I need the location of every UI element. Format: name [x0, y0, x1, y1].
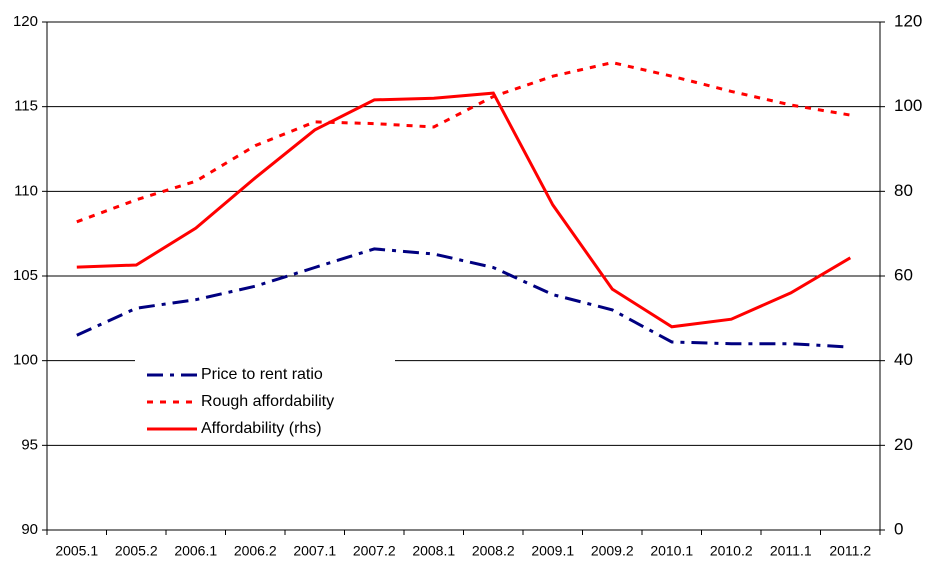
y2-tick-label: 100: [894, 96, 922, 115]
y-tick-label: 115: [14, 98, 38, 115]
y-tick-label: 95: [21, 436, 38, 453]
x-tick-label: 2011.2: [829, 543, 871, 559]
legend-label: Rough affordability: [201, 393, 334, 410]
x-tick-label: 2009.2: [591, 543, 634, 559]
y2-tick-label: 80: [894, 181, 913, 200]
y2-tick-label: 120: [894, 11, 922, 30]
y2-tick-label: 0: [894, 519, 903, 538]
x-tick-label: 2010.2: [710, 543, 753, 559]
x-tick-label: 2011.1: [770, 543, 812, 559]
y-tick-label: 120: [13, 13, 38, 30]
x-tick-label: 2009.1: [531, 543, 574, 559]
x-tick-label: 2008.2: [472, 543, 515, 559]
legend-label: Affordability (rhs): [201, 420, 322, 437]
x-tick-label: 2007.2: [353, 543, 396, 559]
x-tick-label: 2005.2: [115, 543, 158, 559]
x-tick-label: 2006.2: [234, 543, 277, 559]
y2-tick-label: 20: [894, 435, 913, 454]
legend-label: Price to rent ratio: [201, 366, 323, 383]
y-tick-label: 90: [21, 521, 38, 538]
x-tick-label: 2008.1: [412, 543, 455, 559]
y-tick-label: 100: [13, 352, 38, 369]
x-tick-label: 2010.1: [650, 543, 693, 559]
x-tick-label: 2006.1: [174, 543, 217, 559]
series-line: [76, 91, 852, 329]
x-tick-label: 2005.1: [55, 543, 98, 559]
legend: Price to rent ratio Rough affordability Af…: [135, 360, 395, 442]
y2-tick-label: 60: [894, 265, 913, 284]
series-line: [76, 61, 851, 224]
x-tick-label: 2007.1: [293, 543, 336, 559]
y-tick-label: 110: [14, 182, 38, 199]
series-line: [76, 247, 851, 349]
y-tick-label: 105: [13, 267, 38, 284]
y2-tick-label: 40: [894, 350, 913, 369]
